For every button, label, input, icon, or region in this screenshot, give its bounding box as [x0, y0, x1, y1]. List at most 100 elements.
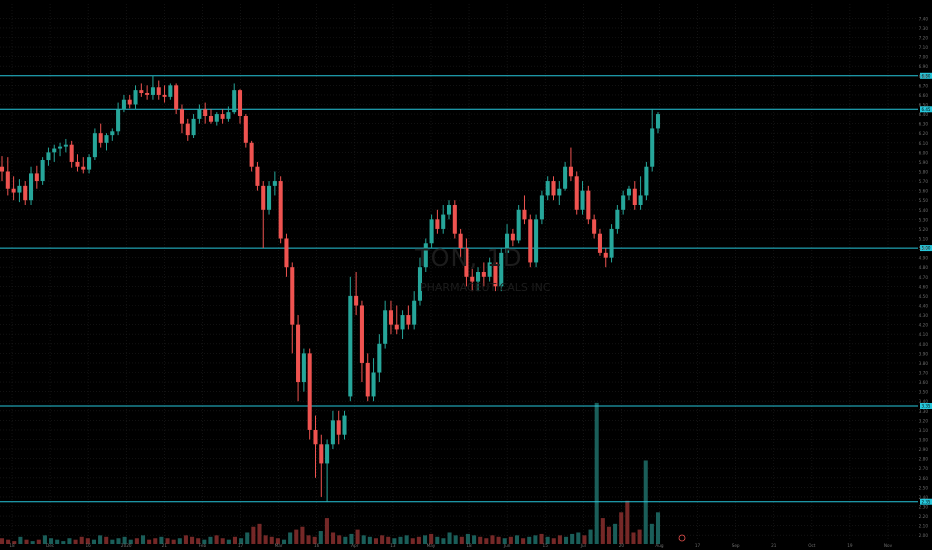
candle[interactable]: [0, 156, 5, 182]
candle-body[interactable]: [603, 252, 608, 258]
candle-body[interactable]: [301, 353, 306, 383]
candle[interactable]: [446, 200, 452, 220]
candle[interactable]: [307, 348, 312, 440]
candle-body[interactable]: [267, 185, 272, 210]
candle[interactable]: [470, 267, 475, 292]
candle-body[interactable]: [626, 188, 632, 196]
candle[interactable]: [551, 176, 556, 201]
candle[interactable]: [493, 252, 498, 292]
candle[interactable]: [435, 209, 440, 234]
candle[interactable]: [330, 410, 335, 450]
candle[interactable]: [412, 291, 417, 330]
candle-body[interactable]: [481, 272, 486, 277]
candle-body[interactable]: [249, 142, 254, 167]
candle[interactable]: [417, 257, 423, 306]
candle-body[interactable]: [255, 166, 260, 186]
candle-body[interactable]: [650, 128, 655, 167]
candle-body[interactable]: [319, 444, 324, 464]
candle[interactable]: [290, 262, 295, 354]
candle[interactable]: [481, 262, 486, 287]
candle-body[interactable]: [429, 219, 434, 244]
candle-body[interactable]: [342, 415, 347, 435]
candle[interactable]: [92, 128, 97, 161]
candle[interactable]: [58, 142, 63, 157]
candle-body[interactable]: [516, 209, 521, 241]
candle[interactable]: [69, 140, 74, 168]
candle[interactable]: [121, 94, 126, 113]
candle[interactable]: [655, 112, 661, 134]
candle-body[interactable]: [470, 276, 475, 282]
candle[interactable]: [75, 154, 80, 172]
candle-body[interactable]: [98, 133, 103, 143]
candle-body[interactable]: [632, 188, 637, 205]
candle[interactable]: [505, 224, 510, 258]
candle-body[interactable]: [121, 99, 126, 110]
candle-body[interactable]: [307, 353, 312, 430]
candle[interactable]: [174, 83, 179, 115]
candle-body[interactable]: [75, 161, 80, 167]
candle-body[interactable]: [423, 243, 428, 268]
candle-body[interactable]: [185, 123, 190, 136]
candle-body[interactable]: [505, 233, 510, 253]
candle-body[interactable]: [28, 173, 34, 201]
candle-body[interactable]: [377, 343, 382, 373]
candle-body[interactable]: [272, 181, 277, 186]
candle[interactable]: [203, 102, 208, 124]
candle-body[interactable]: [5, 171, 10, 189]
candle[interactable]: [191, 114, 196, 138]
candle[interactable]: [272, 171, 277, 196]
candle-body[interactable]: [539, 195, 544, 220]
candle[interactable]: [168, 83, 173, 100]
candle[interactable]: [197, 104, 202, 124]
price-axis[interactable]: 7.40 7.30 7.20 7.10 7.00 6.90 6.80 6.70 6.60 6.50…: [919, 16, 929, 538]
candle-body[interactable]: [191, 118, 196, 136]
candle-body[interactable]: [330, 420, 335, 445]
candle[interactable]: [545, 176, 550, 201]
candle-body[interactable]: [592, 219, 597, 234]
candle[interactable]: [452, 200, 457, 239]
candle[interactable]: [638, 176, 643, 210]
time-marker-icon[interactable]: [678, 534, 686, 542]
candle[interactable]: [464, 238, 469, 287]
candle[interactable]: [592, 214, 597, 239]
candle-body[interactable]: [528, 219, 533, 263]
candle-body[interactable]: [406, 315, 411, 325]
candle-body[interactable]: [237, 90, 243, 116]
candle[interactable]: [34, 165, 39, 189]
candle-body[interactable]: [534, 219, 539, 263]
time-axis[interactable]: 18 Dec 16 2020 21 Feb 17 Mar 16 Apr 13 May 18 Jun 15 Ju…: [9, 534, 893, 548]
candle-body[interactable]: [621, 195, 626, 210]
candle[interactable]: [586, 185, 591, 225]
candle[interactable]: [557, 181, 562, 205]
candle[interactable]: [81, 157, 86, 174]
candle[interactable]: [284, 233, 289, 277]
candle-body[interactable]: [644, 166, 649, 196]
candle-body[interactable]: [586, 190, 591, 220]
candle-body[interactable]: [417, 267, 423, 301]
candle[interactable]: [539, 190, 544, 225]
candle-body[interactable]: [226, 112, 231, 119]
candle[interactable]: [110, 128, 115, 141]
candle-body[interactable]: [493, 262, 498, 287]
candle[interactable]: [359, 300, 364, 383]
candle[interactable]: [441, 205, 446, 234]
candle-body[interactable]: [359, 305, 364, 363]
candle-body[interactable]: [133, 90, 138, 105]
candle[interactable]: [17, 179, 22, 203]
candle-body[interactable]: [197, 109, 202, 119]
candle[interactable]: [11, 176, 16, 201]
candle-body[interactable]: [162, 94, 167, 97]
candle-body[interactable]: [168, 85, 173, 97]
candle-body[interactable]: [597, 233, 602, 253]
candle[interactable]: [632, 181, 637, 210]
candle-body[interactable]: [145, 93, 150, 95]
candle-body[interactable]: [458, 233, 463, 249]
candle[interactable]: [487, 257, 492, 282]
candle[interactable]: [388, 300, 393, 335]
candle-body[interactable]: [69, 144, 74, 162]
candle[interactable]: [243, 114, 248, 148]
candle[interactable]: [232, 83, 237, 115]
candle-body[interactable]: [580, 190, 585, 210]
candle-body[interactable]: [574, 176, 579, 210]
